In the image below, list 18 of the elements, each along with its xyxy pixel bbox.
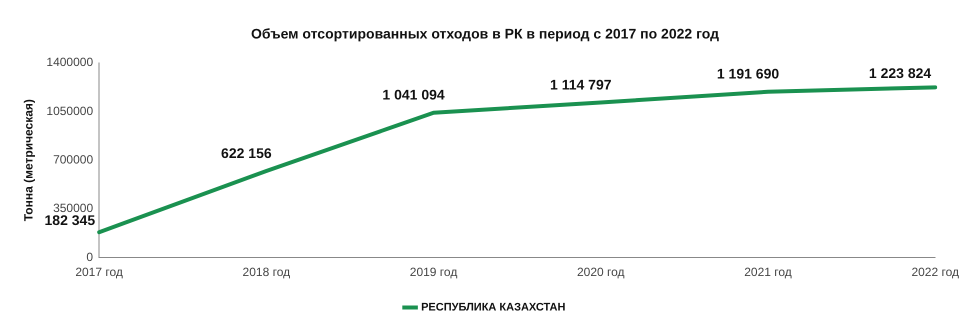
data-label: 1 191 690 xyxy=(716,66,780,82)
x-tick-label: 2018 год xyxy=(242,265,290,280)
data-label: 1 041 094 xyxy=(382,86,445,103)
y-axis-title: Тонна (метрическая) xyxy=(22,99,36,222)
x-tick-label: 2020 год xyxy=(577,265,625,280)
chart-title: Объем отсортированных отходов в РК в период с 2017 по 2022 год xyxy=(251,25,720,42)
y-tick-label: 1050000 xyxy=(46,104,94,118)
data-label: 1 223 824 xyxy=(868,65,932,82)
y-tick-label: 0 xyxy=(86,250,94,264)
data-label: 1 114 797 xyxy=(550,76,612,92)
x-tick-label: 2022 год xyxy=(911,265,960,280)
y-tick-label: 1400000 xyxy=(46,55,94,70)
y-tick-label: 700000 xyxy=(53,152,94,167)
x-tick-label: 2019 год xyxy=(410,265,458,280)
x-tick-label: 2021 год xyxy=(744,265,792,280)
legend-label: РЕСПУБЛИКА КАЗАХСТАН xyxy=(421,302,566,314)
x-tick-label: 2017 год xyxy=(75,265,123,280)
data-label: 622 156 xyxy=(221,144,272,161)
